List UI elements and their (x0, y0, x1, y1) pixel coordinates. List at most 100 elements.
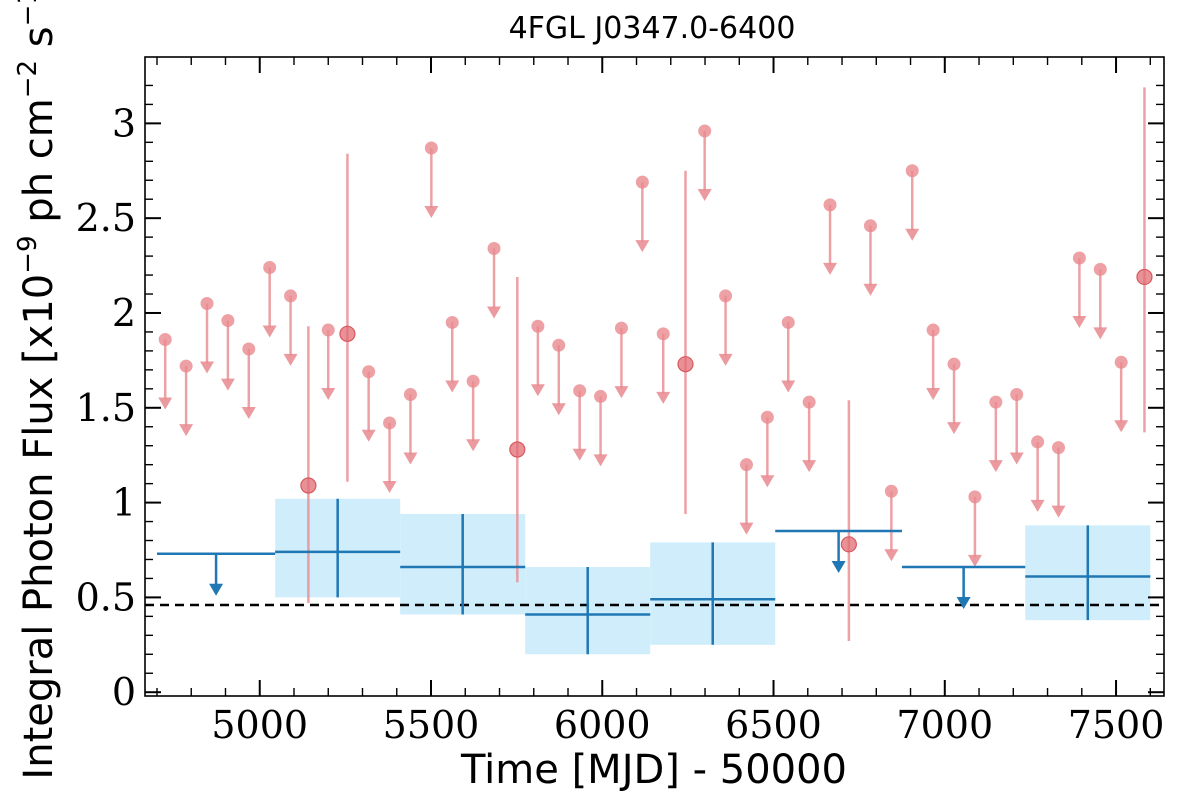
x-tick-label: 7000 (896, 703, 993, 747)
short-bin-upper-limit-30 (884, 484, 899, 562)
short-bin-detection-2 (509, 276, 526, 583)
upper-limit-arrow (487, 306, 502, 319)
upper-limit-marker (445, 315, 459, 329)
upper-limit-marker (905, 164, 919, 178)
upper-limit-marker (760, 410, 774, 424)
short-bin-upper-limit-32 (926, 323, 941, 401)
short-bin-detection-4 (840, 400, 857, 642)
y-tick-label: 1 (112, 481, 136, 525)
short-bin-upper-limit-20 (635, 175, 650, 253)
upper-limit-marker (466, 374, 480, 388)
upper-limit-marker (158, 333, 172, 347)
upper-limit-arrow (403, 452, 418, 465)
upper-limit-arrow (739, 522, 754, 535)
long-bin-ul-arrow (209, 583, 224, 596)
short-bin-upper-limit-7 (321, 323, 336, 401)
upper-limit-marker (863, 219, 877, 233)
short-bin-upper-limit-0 (158, 333, 173, 410)
short-bin-upper-limit-33 (947, 357, 962, 435)
plot-frame (144, 56, 1165, 697)
short-bin-upper-limit-29 (863, 219, 878, 296)
upper-limit-marker (362, 365, 376, 379)
upper-limit-arrow (614, 386, 629, 399)
upper-limit-marker (739, 458, 753, 472)
upper-limit-arrow (424, 206, 439, 219)
y-axis-label-unit: ph cm (16, 98, 62, 235)
short-bin-upper-limit-41 (1114, 355, 1129, 433)
y-tick-label: 2 (112, 291, 136, 335)
axis-ticks: 5000 5500 6000 6500 7000 7500 0 0.5 1 1.5 2 2.5 3 (76, 57, 1164, 747)
short-bin-upper-limit-31 (905, 164, 920, 241)
upper-limit-marker (424, 141, 438, 155)
x-tick-label: 6000 (554, 703, 651, 747)
upper-limit-marker (1072, 251, 1086, 265)
short-bin-upper-limit-9 (382, 416, 397, 493)
long-bin-detection-4 (1025, 525, 1151, 621)
upper-limit-arrow (530, 384, 545, 397)
upper-limit-arrow (863, 283, 878, 296)
long-bin-detection-3 (650, 542, 776, 645)
short-bin-upper-limit-19 (614, 321, 629, 399)
short-bin-upper-limit-34 (967, 490, 982, 567)
upper-limit-marker (968, 490, 982, 504)
upper-limit-arrow (199, 361, 214, 374)
upper-limit-arrow (593, 454, 608, 467)
upper-limit-arrow (1030, 499, 1045, 512)
upper-limit-marker (242, 342, 256, 356)
upper-limit-marker (698, 124, 712, 138)
upper-limit-marker (263, 260, 277, 274)
y-axis-label-main: Integral Photon Flux [x10 (16, 274, 62, 780)
short-bin-upper-limit-1 (179, 359, 194, 437)
short-bin-upper-limit-37 (1030, 435, 1045, 512)
upper-limit-arrow (1114, 420, 1129, 433)
upper-limit-arrow (781, 380, 796, 393)
short-bin-upper-limit-6 (283, 289, 298, 366)
long-bin-detection-2 (525, 567, 651, 655)
upper-limit-arrow (283, 353, 298, 366)
long-bin-detection-1 (400, 513, 526, 615)
upper-limit-marker (403, 388, 417, 402)
x-tick-label: 5500 (383, 703, 480, 747)
upper-limit-marker (989, 395, 1003, 409)
upper-limit-marker (1114, 355, 1128, 369)
upper-limit-arrow (926, 388, 941, 401)
upper-limit-arrow (1093, 327, 1108, 340)
upper-limit-arrow (905, 228, 920, 241)
short-bin-upper-limit-14 (487, 242, 502, 319)
upper-limit-arrow (158, 397, 173, 410)
short-bin-upper-limit-38 (1051, 441, 1066, 518)
short-bin-upper-limit-39 (1072, 251, 1087, 328)
upper-limit-marker (781, 315, 795, 329)
short-bin-upper-limit-15 (530, 319, 545, 397)
upper-limit-arrow (241, 407, 256, 420)
detection-marker (339, 325, 356, 342)
short-bin-upper-limit-13 (466, 374, 481, 452)
short-bin-upper-limit-5 (262, 260, 277, 338)
upper-limit-marker (221, 314, 235, 328)
short-bin-upper-limit-4 (241, 342, 256, 420)
upper-limit-arrow (656, 391, 671, 404)
detection-marker (840, 536, 857, 553)
upper-limit-arrow (635, 240, 650, 253)
upper-limit-arrow (551, 403, 566, 416)
long-bin-upper-limit-1 (775, 529, 902, 574)
long-bin-ul-arrow (956, 597, 971, 610)
y-tick-label: 3 (112, 101, 136, 145)
upper-limit-marker (284, 289, 298, 303)
upper-limit-marker (884, 484, 898, 498)
upper-limit-arrow (262, 325, 277, 338)
upper-limit-marker (573, 384, 587, 398)
short-bin-points (158, 87, 1153, 642)
upper-limit-marker (594, 389, 608, 403)
y-tick-label: 0.5 (76, 575, 136, 619)
short-bin-detection-0 (300, 326, 317, 604)
upper-limit-arrow (361, 429, 376, 442)
detection-marker (300, 477, 317, 494)
upper-limit-arrow (179, 424, 194, 437)
x-tick-label: 5000 (211, 703, 308, 747)
short-bin-upper-limit-3 (220, 314, 235, 391)
upper-limit-marker (823, 198, 837, 212)
y-tick-label: 0 (112, 670, 136, 714)
upper-limit-arrow (1072, 315, 1087, 328)
y-tick-label: 2.5 (76, 196, 136, 240)
